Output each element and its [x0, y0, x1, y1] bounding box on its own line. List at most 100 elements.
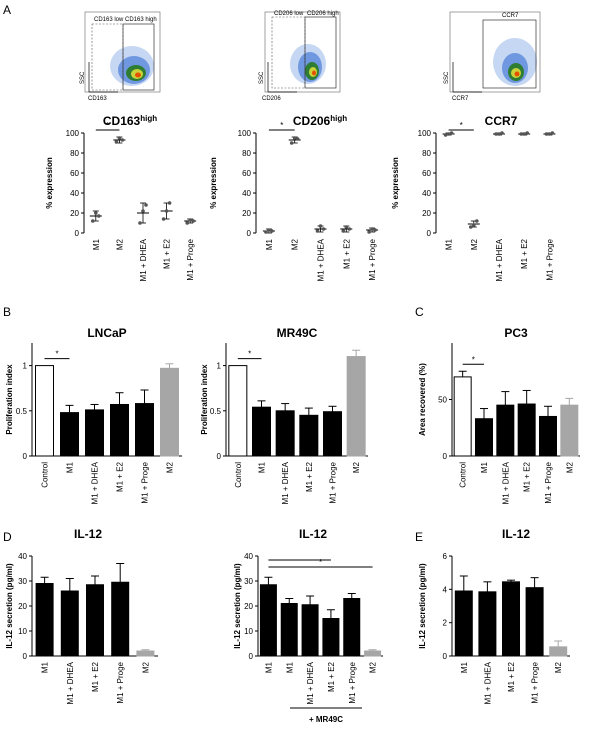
y-tick-label: 2	[443, 619, 448, 628]
y-tick-label: 1	[217, 362, 222, 371]
y-tick-label: 60	[422, 169, 431, 178]
x-tick-label: M1	[285, 661, 294, 673]
y-tick-label: 0.5	[16, 407, 28, 416]
x-tick-label: M1 + E2	[327, 661, 336, 692]
chart-title: PC3	[504, 326, 528, 340]
bar	[259, 584, 277, 657]
x-tick-label: Control	[234, 462, 243, 488]
chart-1: CD163high % expression 0 20 40 60 80 100 M1 M2 M1 …	[45, 114, 197, 281]
x-tick-label: M1 + Proge	[116, 661, 125, 703]
x-tick-label: M1 + DHEA	[66, 661, 75, 704]
bar	[496, 404, 515, 457]
chart-title: IL-12	[74, 527, 102, 541]
bar	[560, 404, 579, 457]
y-tick-label: 10	[18, 627, 27, 636]
bar	[135, 403, 154, 457]
x-tick-label: M1 + E2	[116, 461, 125, 492]
bar	[85, 409, 104, 457]
x-tick-label: M1	[480, 461, 489, 473]
y-tick-label: 20	[244, 602, 253, 611]
x-tick-label: M2	[115, 238, 124, 250]
y-tick-label: 0	[427, 229, 432, 238]
y-tick-label: 0	[249, 652, 254, 661]
data-point	[500, 131, 504, 135]
y-tick-label: 20	[70, 209, 79, 218]
y-tick-label: 20	[242, 209, 251, 218]
data-point	[494, 132, 498, 136]
data-point	[117, 136, 122, 140]
chart-title: CCR7	[485, 114, 518, 128]
x-tick-label: M1 + E2	[507, 661, 516, 692]
bar	[35, 365, 54, 457]
y-axis-label: Proliferation index	[5, 364, 14, 435]
gate-high	[304, 16, 337, 89]
data-point	[446, 132, 451, 136]
x-tick-label: M1 + E2	[163, 238, 172, 269]
y-axis-label: Area recovered (%)	[418, 363, 427, 436]
x-tick-label: M1 + DHEA	[91, 461, 100, 504]
x-tick-label: M1	[66, 461, 75, 473]
data-point	[550, 131, 555, 135]
y-tick-label: 40	[242, 189, 251, 198]
x-tick-label: M2	[369, 661, 378, 673]
x-tick-label: M2	[554, 661, 563, 673]
data-point	[525, 131, 529, 135]
panel-label-b: B	[3, 305, 11, 319]
chart-title: CD163high	[103, 114, 157, 128]
data-point	[344, 225, 349, 229]
mr49c-footer-label: + MR49C	[309, 715, 343, 724]
significance-star: *	[248, 350, 251, 359]
x-tick-label: M1	[265, 238, 274, 250]
x-tick-label: M2	[352, 461, 361, 473]
flow-density-cloud	[110, 46, 154, 86]
chart-title: LNCaP	[87, 326, 126, 340]
bar	[160, 367, 179, 457]
flow-xlabel: CCR7	[452, 96, 469, 102]
y-tick-label: 40	[422, 189, 431, 198]
data-point	[91, 219, 95, 223]
bar	[111, 581, 130, 657]
x-tick-label: Control	[459, 462, 468, 488]
x-tick-label: M1 + Proge	[544, 461, 553, 503]
bar	[228, 365, 248, 457]
y-tick-label: 20	[422, 209, 431, 218]
y-tick-label: 100	[66, 129, 80, 138]
bar	[136, 650, 155, 657]
bar	[539, 415, 557, 457]
x-tick-label: M1	[41, 661, 50, 673]
chart-title: IL-12	[502, 527, 530, 541]
x-tick-label: M1 + DHEA	[483, 661, 492, 704]
x-tick-label: M2	[166, 461, 175, 473]
chart-7: IL-12 IL-12 secretion (pg/ml) 0 10 20 30 40 M1 M…	[5, 527, 158, 704]
data-point	[289, 141, 294, 145]
data-point	[373, 228, 377, 232]
y-tick-label: 40	[18, 552, 27, 561]
gate-high	[122, 23, 155, 91]
x-tick-label: M1 + DHEA	[501, 461, 510, 504]
x-tick-label: M1 + Proge	[141, 461, 150, 503]
data-point	[370, 227, 374, 231]
y-tick-label: 60	[70, 169, 79, 178]
bar	[60, 590, 79, 657]
x-tick-label: M1 + E2	[305, 461, 314, 492]
gate-high-label: CD206 high	[307, 11, 339, 17]
y-tick-label: 10	[244, 627, 253, 636]
chart-5: MR49C Proliferation index 0 0.5 1 Control M1 M1…	[200, 326, 368, 504]
data-point	[167, 201, 172, 205]
flow-plot-ccr7: CCR7 SSC CCR7	[444, 11, 541, 102]
x-tick-label: M1 + E2	[523, 461, 532, 492]
chart-3: CCR7 % expression 0 20 40 60 80 100 M1 M2 M1 + DHE…	[391, 114, 556, 281]
chart-title: IL-12	[299, 527, 327, 541]
chart-title: MR49C	[277, 326, 318, 340]
bar	[86, 584, 104, 657]
y-tick-label: 0	[23, 652, 28, 661]
x-tick-label: M1 + Proge	[329, 461, 338, 503]
data-point	[469, 225, 473, 229]
x-tick-label: M2	[470, 238, 479, 250]
x-tick-label: M1	[264, 661, 273, 673]
x-tick-label: M1	[258, 461, 267, 473]
y-axis-label: % expression	[45, 157, 54, 209]
flow-density-cloud	[493, 38, 537, 86]
